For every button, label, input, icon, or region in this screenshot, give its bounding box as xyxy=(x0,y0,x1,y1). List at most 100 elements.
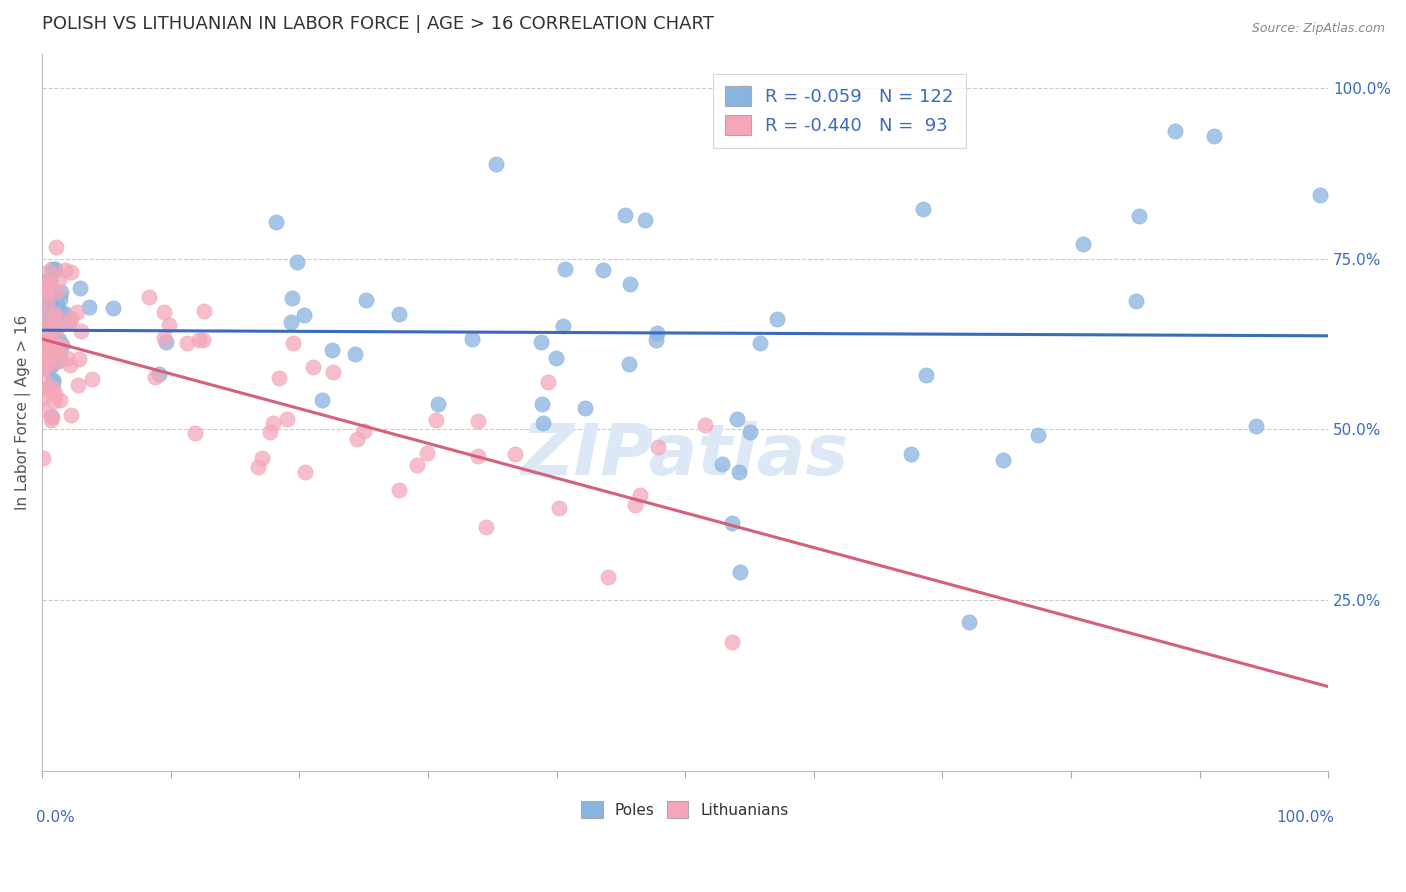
Point xyxy=(44,343,66,357)
Point xyxy=(503,446,526,460)
Point xyxy=(32,310,55,324)
Point xyxy=(56,351,79,366)
Point xyxy=(69,281,91,295)
Point xyxy=(252,451,274,466)
Point xyxy=(42,317,65,331)
Point xyxy=(48,272,70,286)
Point xyxy=(49,337,72,351)
Point xyxy=(353,424,375,438)
Point xyxy=(554,262,576,277)
Y-axis label: In Labor Force | Age > 16: In Labor Force | Age > 16 xyxy=(15,315,31,510)
Point xyxy=(39,351,62,365)
Point xyxy=(262,416,284,430)
Point xyxy=(416,445,439,459)
Point xyxy=(32,319,55,334)
Point xyxy=(34,321,56,335)
Point xyxy=(176,335,198,350)
Point xyxy=(45,345,67,359)
Point xyxy=(152,305,174,319)
Point xyxy=(32,351,55,366)
Point xyxy=(264,215,287,229)
Point xyxy=(38,330,60,344)
Point xyxy=(44,307,66,321)
Point xyxy=(46,285,69,299)
Point xyxy=(31,392,53,406)
Point xyxy=(41,335,63,350)
Point xyxy=(39,312,62,326)
Point xyxy=(619,277,641,292)
Point xyxy=(613,208,636,222)
Point xyxy=(693,417,716,432)
Point xyxy=(548,500,571,515)
Point xyxy=(537,375,560,389)
Point xyxy=(41,288,63,302)
Point xyxy=(101,301,124,315)
Point xyxy=(191,334,214,348)
Point xyxy=(32,339,55,353)
Point xyxy=(628,488,651,502)
Point xyxy=(38,277,60,291)
Point xyxy=(37,361,59,376)
Point xyxy=(957,615,980,629)
Point xyxy=(34,304,56,318)
Point xyxy=(1202,129,1225,144)
Point xyxy=(322,366,344,380)
Point xyxy=(42,334,65,348)
Point xyxy=(41,409,63,424)
Point xyxy=(32,321,55,335)
Point xyxy=(530,335,553,350)
Point xyxy=(711,458,734,472)
Point xyxy=(721,635,744,649)
Point xyxy=(32,347,55,361)
Point xyxy=(37,381,59,395)
Point xyxy=(766,312,789,326)
Point xyxy=(39,329,62,343)
Point xyxy=(193,304,215,318)
Point xyxy=(259,425,281,439)
Point xyxy=(740,425,762,439)
Point xyxy=(32,354,55,368)
Point xyxy=(34,297,56,311)
Point xyxy=(267,371,290,385)
Point xyxy=(1071,237,1094,252)
Point xyxy=(592,263,614,277)
Point xyxy=(1309,187,1331,202)
Point xyxy=(38,275,60,289)
Point xyxy=(596,570,619,584)
Point xyxy=(292,308,315,322)
Point xyxy=(406,458,429,472)
Point xyxy=(647,440,669,454)
Point xyxy=(44,312,66,326)
Point xyxy=(900,447,922,461)
Point xyxy=(39,336,62,351)
Point xyxy=(34,320,56,334)
Text: ZIPatlas: ZIPatlas xyxy=(522,421,849,490)
Point xyxy=(725,412,748,426)
Point xyxy=(44,393,66,408)
Point xyxy=(617,357,640,371)
Point xyxy=(184,426,207,441)
Point xyxy=(484,157,506,171)
Point xyxy=(294,465,316,479)
Point xyxy=(45,298,67,312)
Point xyxy=(38,295,60,310)
Point xyxy=(42,325,65,339)
Point xyxy=(44,343,66,357)
Point xyxy=(34,352,56,367)
Point xyxy=(49,285,72,300)
Point xyxy=(59,314,82,328)
Point xyxy=(37,317,59,331)
Point xyxy=(346,432,368,446)
Point xyxy=(35,343,58,357)
Point xyxy=(302,360,325,375)
Point xyxy=(48,292,70,306)
Point xyxy=(53,308,76,322)
Point xyxy=(276,412,298,426)
Point xyxy=(728,465,751,479)
Text: POLISH VS LITHUANIAN IN LABOR FORCE | AGE > 16 CORRELATION CHART: POLISH VS LITHUANIAN IN LABOR FORCE | AG… xyxy=(42,15,714,33)
Point xyxy=(37,315,59,329)
Point xyxy=(461,332,484,346)
Point xyxy=(39,350,62,364)
Point xyxy=(35,276,58,290)
Point xyxy=(42,354,65,368)
